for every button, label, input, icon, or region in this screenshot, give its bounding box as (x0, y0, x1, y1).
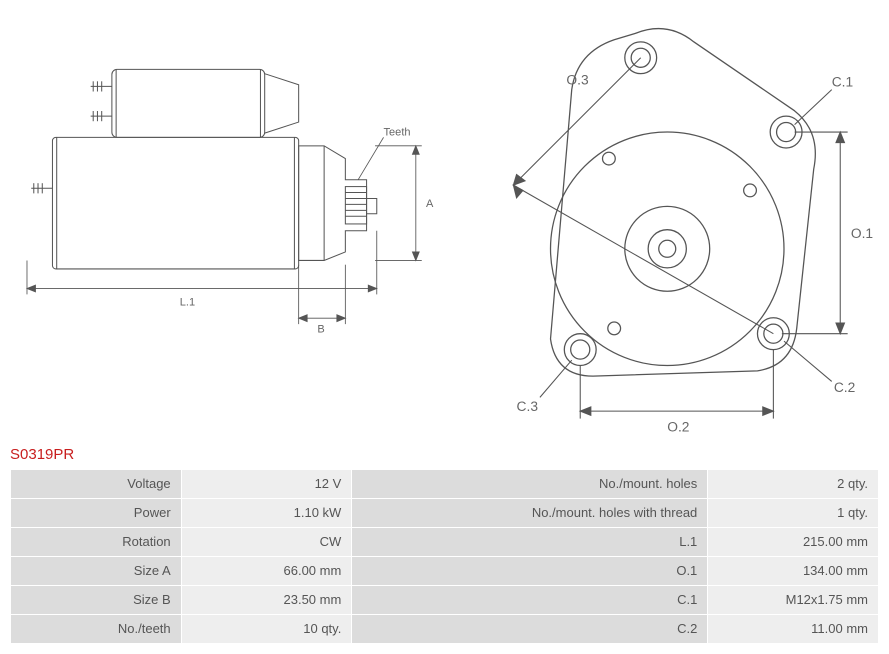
label-l1: L.1 (180, 296, 195, 308)
spec-value: 12 V (181, 469, 352, 498)
part-number: S0319PR (10, 446, 879, 463)
table-row: No./teeth10 qty.C.211.00 mm (11, 614, 879, 643)
spec-value: 66.00 mm (181, 556, 352, 585)
diagram-row: Teeth A L.1 B (10, 10, 879, 438)
spec-value: 215.00 mm (708, 527, 879, 556)
spec-label: Rotation (11, 527, 182, 556)
spec-value: 23.50 mm (181, 585, 352, 614)
spec-label: C.2 (352, 614, 708, 643)
spec-value: 134.00 mm (708, 556, 879, 585)
spec-value: 1.10 kW (181, 498, 352, 527)
spec-label: O.1 (352, 556, 708, 585)
spec-label: Voltage (11, 469, 182, 498)
label-c3: C.3 (516, 399, 538, 414)
spec-label: Size A (11, 556, 182, 585)
label-a: A (426, 198, 434, 210)
spec-label: Power (11, 498, 182, 527)
spec-label: C.1 (352, 585, 708, 614)
spec-label: L.1 (352, 527, 708, 556)
spec-value: M12x1.75 mm (708, 585, 879, 614)
front-view-svg: O.3 O.1 O.2 C.1 C.2 C.3 (455, 10, 880, 435)
table-row: Size B23.50 mmC.1M12x1.75 mm (11, 585, 879, 614)
spec-table: Voltage12 VNo./mount. holes2 qty.Power1.… (10, 469, 879, 644)
front-view-diagram: O.3 O.1 O.2 C.1 C.2 C.3 (455, 10, 880, 438)
side-view-svg: Teeth A L.1 B (10, 10, 435, 333)
label-c2: C.2 (833, 380, 854, 395)
table-row: RotationCWL.1215.00 mm (11, 527, 879, 556)
spec-value: 10 qty. (181, 614, 352, 643)
label-o3: O.3 (566, 72, 589, 87)
side-view-diagram: Teeth A L.1 B (10, 10, 435, 438)
table-row: Voltage12 VNo./mount. holes2 qty. (11, 469, 879, 498)
label-teeth: Teeth (384, 127, 411, 139)
spec-value: 11.00 mm (708, 614, 879, 643)
spec-value: 2 qty. (708, 469, 879, 498)
spec-value: 1 qty. (708, 498, 879, 527)
spec-label: Size B (11, 585, 182, 614)
table-row: Size A66.00 mmO.1134.00 mm (11, 556, 879, 585)
label-o2: O.2 (667, 419, 689, 434)
spec-label: No./mount. holes (352, 469, 708, 498)
label-c1: C.1 (831, 74, 852, 89)
spec-label: No./teeth (11, 614, 182, 643)
label-b: B (317, 324, 324, 333)
spec-value: CW (181, 527, 352, 556)
label-o1: O.1 (850, 226, 872, 241)
spec-label: No./mount. holes with thread (352, 498, 708, 527)
table-row: Power1.10 kWNo./mount. holes with thread… (11, 498, 879, 527)
